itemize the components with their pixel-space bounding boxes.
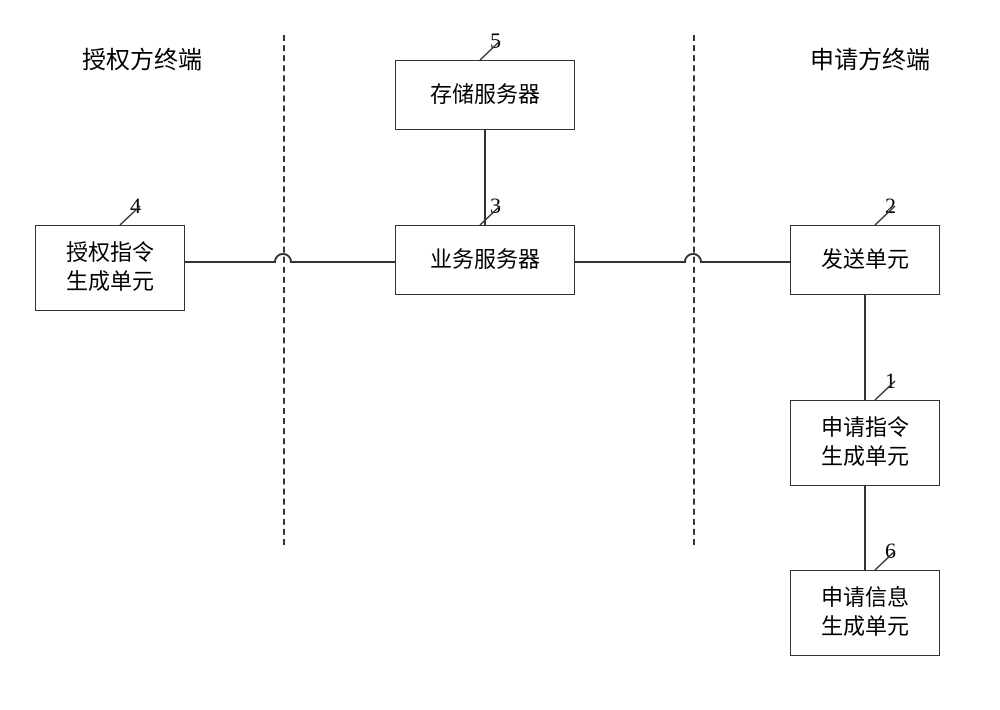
num-label-3-text: 3 (490, 193, 501, 218)
box-storage-server-text: 存储服务器 (430, 81, 540, 110)
num-label-2-text: 2 (885, 193, 896, 218)
num-label-6: 6 (885, 538, 896, 564)
box-business-server: 业务服务器 (395, 225, 575, 295)
box-apply-info-unit: 申请信息 生成单元 (790, 570, 940, 656)
box-auth-instruction-text: 授权指令 生成单元 (66, 239, 154, 296)
box-send-unit: 发送单元 (790, 225, 940, 295)
region-label-left: 授权方终端 (82, 40, 202, 75)
divider-right (693, 35, 695, 545)
conn-b4-b3 (185, 254, 395, 262)
box-storage-server: 存储服务器 (395, 60, 575, 130)
box-apply-instruction-unit: 申请指令 生成单元 (790, 400, 940, 486)
conn-b3-b2 (575, 254, 790, 262)
num-label-5: 5 (490, 28, 501, 54)
divider-left (283, 35, 285, 545)
box-send-unit-text: 发送单元 (821, 246, 909, 275)
box-apply-instruction-text: 申请指令 生成单元 (821, 414, 909, 471)
box-apply-info-text: 申请信息 生成单元 (821, 584, 909, 641)
box-auth-instruction-unit: 授权指令 生成单元 (35, 225, 185, 311)
num-label-1: 1 (885, 368, 896, 394)
box-business-server-text: 业务服务器 (430, 246, 540, 275)
num-label-6-text: 6 (885, 538, 896, 563)
num-label-1-text: 1 (885, 368, 896, 393)
num-label-5-text: 5 (490, 28, 501, 53)
num-label-4: 4 (130, 193, 141, 219)
num-label-2: 2 (885, 193, 896, 219)
num-label-3: 3 (490, 193, 501, 219)
region-label-right: 申请方终端 (810, 40, 930, 75)
region-label-left-text: 授权方终端 (82, 48, 202, 74)
region-label-right-text: 申请方终端 (810, 48, 930, 74)
num-label-4-text: 4 (130, 193, 141, 218)
